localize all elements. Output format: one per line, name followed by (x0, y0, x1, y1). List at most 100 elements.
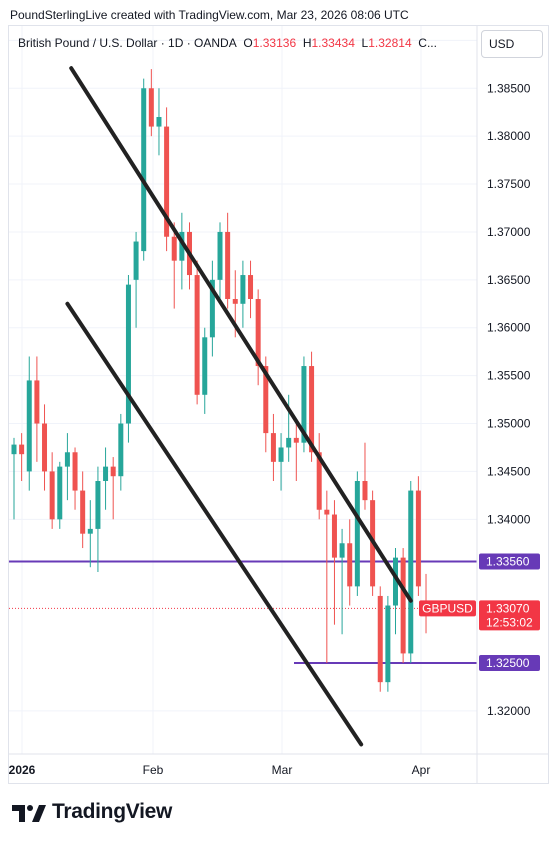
legend-open-value: 1.33136 (252, 36, 297, 50)
candle-body (95, 481, 101, 529)
channel-trend-line (69, 66, 413, 603)
price-tick-label: 1.34000 (487, 512, 531, 526)
price-level-tag (479, 655, 540, 671)
currency-button[interactable]: USD (481, 30, 543, 58)
candle-body (331, 514, 337, 558)
candle-body (385, 605, 391, 683)
candle-body (171, 236, 177, 261)
price-level-tag (479, 553, 540, 570)
price-tick-label: 1.35500 (487, 369, 531, 383)
legend-high-label: H (302, 36, 312, 50)
candle-body (125, 284, 131, 424)
candle-body (354, 481, 360, 587)
candle-body (202, 337, 208, 395)
candle-body (225, 231, 231, 299)
candles (11, 69, 429, 692)
candle-body (148, 88, 154, 127)
horizontal-levels (9, 560, 477, 664)
candle-body (240, 275, 246, 304)
price-tick-label: 1.37000 (487, 225, 531, 239)
price-tick-label: 1.37500 (487, 177, 531, 191)
tradingview-logo-text: TradingView (52, 800, 173, 823)
price-tick-label: 1.36500 (487, 273, 531, 287)
price-tick-label: 1.36000 (487, 321, 531, 335)
candle-body (248, 275, 254, 299)
price-level-label: 1.33560 (486, 554, 530, 568)
candle-body (278, 447, 284, 462)
symbol-legend: British Pound / U.S. Dollar · 1D · OANDA… (18, 36, 437, 50)
candle-body (255, 299, 261, 367)
candle-body (301, 366, 307, 443)
current-price-label: 1.33070 (486, 601, 530, 615)
chart-grid (9, 26, 477, 754)
price-level-label: 1.32500 (486, 656, 530, 670)
candle-body (377, 595, 383, 683)
symbol-tag (419, 600, 476, 617)
legend-close-label: C... (418, 36, 437, 50)
chart-frame (8, 25, 549, 784)
chart-watermark-header: PoundSterlingLive created with TradingVi… (10, 8, 409, 22)
candle-body (232, 299, 238, 304)
tradingview-logo-icon (12, 805, 46, 822)
price-axis: 1.390001.385001.380001.375001.370001.365… (419, 26, 540, 784)
candle-body (217, 231, 223, 280)
candle-body (164, 126, 170, 237)
price-tick-label: 1.32000 (487, 704, 531, 718)
candle-body (72, 452, 78, 491)
candle-body (133, 241, 139, 280)
candle-body (156, 117, 162, 127)
candle-body (64, 452, 70, 467)
legend-low-label: L (361, 36, 369, 50)
candle-body (118, 423, 124, 477)
time-tick-label: Mar (272, 763, 293, 777)
candle-body (34, 380, 40, 424)
legend-open-label: O (243, 36, 253, 50)
current-price-tag (479, 600, 540, 631)
candle-body (286, 437, 292, 448)
candle-body (263, 366, 269, 434)
candle-body (80, 490, 86, 534)
candle-body (339, 543, 345, 558)
candle-body (316, 452, 322, 510)
candle-body (42, 423, 48, 472)
candle-body (270, 433, 276, 462)
price-tick-label: 1.38000 (487, 129, 531, 143)
time-tick-label: Apr (412, 763, 431, 777)
price-tick-label: 1.35000 (487, 417, 531, 431)
candle-body (11, 444, 17, 455)
time-tick-label: Feb (143, 763, 164, 777)
price-tick-label: 1.38500 (487, 81, 531, 95)
candle-body (103, 466, 109, 481)
candle-body (26, 380, 32, 472)
channel-lines (65, 66, 413, 747)
time-axis: 2026 Feb Mar Apr (8, 753, 549, 777)
candle-body (19, 444, 25, 455)
candle-body (408, 490, 414, 654)
legend-high-value: 1.33434 (311, 36, 355, 50)
candle-body (110, 466, 116, 477)
candle-body (209, 279, 215, 338)
candle-body (347, 543, 353, 587)
candle-body (309, 366, 315, 453)
time-tick-label: 2026 (9, 763, 36, 777)
candle-body (141, 88, 147, 252)
countdown-label: 12:53:02 (486, 615, 533, 629)
channel-trend-line (65, 301, 364, 747)
candle-body (293, 437, 299, 443)
legend-symbol: British Pound / U.S. Dollar · 1D · OANDA (18, 36, 237, 50)
tradingview-logo: TradingView (12, 800, 172, 824)
candle-body (393, 557, 398, 606)
candle-body (415, 490, 421, 587)
candle-body (324, 509, 330, 515)
candle-body (57, 466, 63, 520)
candle-body (400, 557, 406, 654)
candle-body (87, 528, 93, 534)
candle-body (194, 275, 200, 395)
symbol-tag-label: GBPUSD (422, 601, 473, 615)
price-tick-label: 1.34500 (487, 464, 531, 478)
candle-body (362, 481, 368, 501)
candle-body (179, 231, 185, 261)
candle-body (49, 471, 55, 520)
legend-low-value: 1.32814 (368, 36, 412, 50)
